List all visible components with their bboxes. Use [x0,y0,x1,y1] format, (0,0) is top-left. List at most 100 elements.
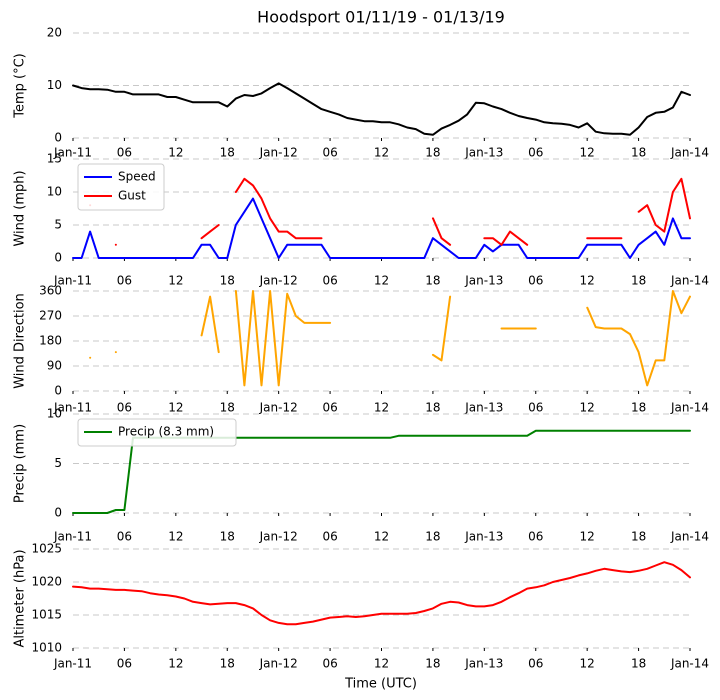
y-axis-label: Wind Direction [13,293,28,389]
data-line [89,177,691,246]
y-tick-label: 15 [47,152,62,166]
x-tick-label: 18 [631,657,646,671]
y-tick-label: 10 [47,407,62,421]
x-tick-label: 12 [374,146,389,160]
x-tick-label: Jan-14 [670,657,709,671]
x-tick-label: 12 [374,274,389,288]
y-tick-label: 90 [47,359,62,373]
x-tick-label: 18 [220,146,235,160]
x-tick-label: 12 [374,401,389,415]
legend-label: Gust [118,189,146,203]
data-line [72,561,691,626]
x-tick-label: 18 [631,274,646,288]
x-tick-label: 12 [168,401,183,415]
x-tick-label: 12 [580,146,595,160]
x-tick-label: 12 [580,401,595,415]
x-tick-label: 06 [322,530,337,544]
x-tick-label: Jan-12 [259,657,298,671]
x-tick-label: Jan-13 [464,657,503,671]
data-line [89,290,691,387]
y-axis-label: Precip (mm) [13,424,28,503]
x-tick-label: 06 [117,274,132,288]
x-tick-label: 06 [117,401,132,415]
x-tick-label: 12 [168,657,183,671]
x-tick-label: Jan-14 [670,401,709,415]
x-tick-label: 18 [425,146,440,160]
x-tick-label: Jan-12 [259,530,298,544]
y-tick-label: 180 [39,334,62,348]
y-tick-label: 0 [54,384,62,398]
x-tick-label: 12 [374,530,389,544]
x-tick-label: 18 [425,657,440,671]
x-tick-label: Jan-11 [53,657,92,671]
data-line [72,197,691,259]
x-tick-label: 18 [220,657,235,671]
x-tick-label: 06 [528,530,543,544]
y-axis-label: Altimeter (hPa) [13,549,28,647]
legend-box [77,163,165,211]
y-tick-label: 360 [39,284,62,298]
y-tick-label: 270 [39,309,62,323]
x-tick-label: 12 [168,146,183,160]
x-tick-label: Jan-11 [53,530,92,544]
x-tick-label: Jan-11 [53,401,92,415]
x-tick-label: 06 [528,657,543,671]
x-tick-label: 12 [168,530,183,544]
x-tick-label: Jan-14 [670,274,709,288]
y-tick-label: 1010 [31,641,62,655]
x-axis-label: Time (UTC) [344,677,417,692]
y-tick-label: 0 [54,506,62,520]
x-tick-label: 06 [322,274,337,288]
y-tick-label: 0 [54,251,62,265]
y-tick-label: 1015 [31,608,62,622]
x-tick-label: 12 [168,274,183,288]
x-tick-label: 18 [220,401,235,415]
x-tick-label: 06 [117,657,132,671]
x-tick-label: 18 [631,401,646,415]
x-tick-label: 06 [322,401,337,415]
x-tick-label: 12 [580,530,595,544]
chart-title: Hoodsport 01/11/19 - 01/13/19 [257,8,505,27]
x-tick-label: Jan-13 [464,274,503,288]
legend-label: Speed [118,170,156,184]
x-tick-label: 06 [117,530,132,544]
y-tick-label: 1025 [31,542,62,556]
x-tick-label: 12 [374,657,389,671]
x-tick-label: Jan-13 [464,401,503,415]
x-tick-label: 18 [631,530,646,544]
x-tick-label: 06 [322,657,337,671]
x-tick-label: 18 [425,401,440,415]
x-tick-label: 18 [220,530,235,544]
x-tick-label: Jan-13 [464,146,503,160]
x-tick-label: 06 [528,401,543,415]
x-tick-label: Jan-11 [53,146,92,160]
y-tick-label: 20 [47,26,62,40]
y-tick-label: 5 [54,218,62,232]
x-tick-label: 18 [425,274,440,288]
y-tick-label: 10 [47,185,62,199]
x-tick-label: 18 [220,274,235,288]
y-tick-label: 0 [54,131,62,145]
y-tick-label: 5 [54,456,62,470]
legend-label: Precip (8.3 mm) [118,425,214,439]
y-tick-label: 1020 [31,575,62,589]
legend-box [77,418,237,447]
x-tick-label: 06 [117,146,132,160]
x-tick-label: Jan-12 [259,401,298,415]
x-tick-label: 18 [425,530,440,544]
x-tick-label: Jan-14 [670,530,709,544]
y-axis-label: Temp (°C) [13,53,28,119]
x-tick-label: 12 [580,274,595,288]
x-tick-label: 06 [528,274,543,288]
x-tick-label: 06 [322,146,337,160]
y-axis-label: Wind (mph) [13,170,28,246]
x-tick-label: 18 [631,146,646,160]
x-tick-label: 12 [580,657,595,671]
x-tick-label: Jan-11 [53,274,92,288]
x-tick-label: Jan-13 [464,530,503,544]
data-line [72,82,691,136]
x-tick-label: Jan-12 [259,146,298,160]
x-tick-label: 06 [528,146,543,160]
x-tick-label: Jan-12 [259,274,298,288]
